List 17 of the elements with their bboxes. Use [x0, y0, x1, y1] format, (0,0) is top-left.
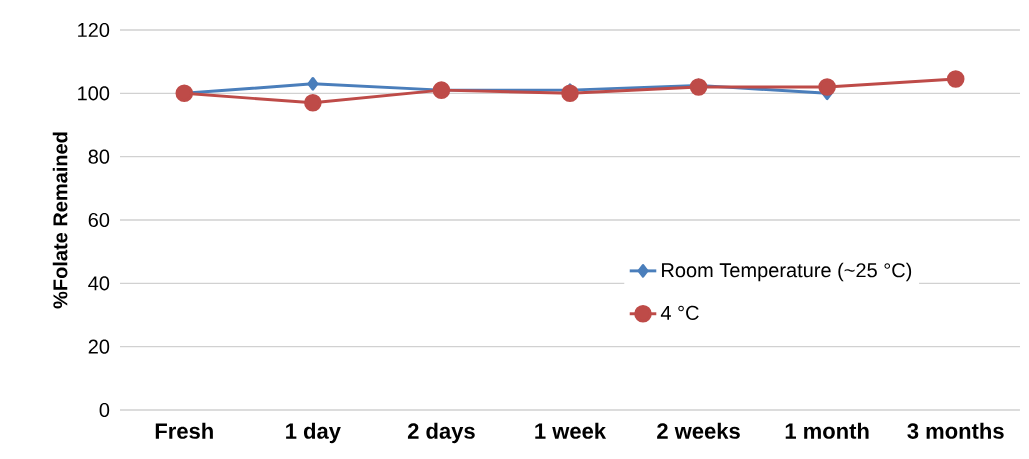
- legend-label: Room Temperature (~25 °C): [662, 262, 912, 282]
- y-tick-label: 100: [78, 86, 110, 101]
- y-tick-label: 20: [88, 339, 110, 354]
- x-tick-label: 1 month: [785, 422, 869, 439]
- x-tick-label: 1 week: [535, 422, 607, 439]
- legend-label: 4 °C: [660, 305, 699, 320]
- x-tick-label: 2 weeks: [657, 422, 740, 439]
- y-tick-label: 60: [88, 212, 110, 228]
- x-tick-label: Fresh: [155, 422, 213, 439]
- y-tick-label: 40: [88, 276, 110, 291]
- y-tick-label: 120: [78, 22, 110, 38]
- x-tick-label: 2 days: [407, 422, 475, 444]
- y-tick-label: 80: [88, 149, 110, 164]
- x-tick-label: 1 day: [286, 422, 341, 444]
- x-tick-label: 3 months: [907, 422, 1004, 439]
- y-tick-label: 0: [99, 402, 110, 418]
- y-axis-title: %Folate Remained: [52, 132, 68, 309]
